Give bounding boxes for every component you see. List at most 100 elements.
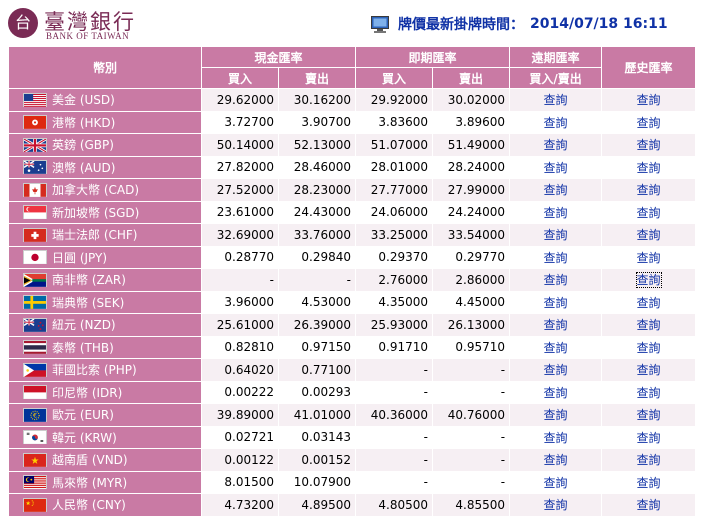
history-query-link[interactable]: 查詢: [636, 93, 661, 108]
table-row: 港幣 (HKD) 3.72700 3.90700 3.83600 3.89600 查詢 查詢: [8, 110, 697, 134]
cash-sell-cell: 10.07900: [277, 470, 357, 494]
currency-name: 南非幣 (ZAR): [52, 273, 126, 288]
cash-sell-cell: 33.76000: [277, 223, 357, 247]
spot-buy-cell: 25.93000: [355, 313, 434, 337]
history-query-cell: 查詢: [601, 425, 697, 449]
spot-sell-cell: 4.85500: [432, 493, 511, 517]
spot-sell-cell: 33.54000: [432, 223, 511, 247]
currency-name: 加拿大幣 (CAD): [52, 183, 140, 198]
forward-query-cell: 查詢: [509, 358, 603, 382]
flag-cn-icon: [23, 497, 47, 512]
forward-query-link[interactable]: 查詢: [543, 498, 568, 513]
forward-query-link[interactable]: 查詢: [543, 340, 568, 355]
history-query-link[interactable]: 查詢: [636, 295, 661, 310]
history-query-link[interactable]: 查詢: [636, 498, 661, 513]
forward-query-cell: 查詢: [509, 448, 603, 472]
cash-sell-cell: 0.00293: [277, 380, 357, 404]
history-query-link[interactable]: 查詢: [636, 385, 661, 400]
cash-buy-cell: 23.61000: [201, 200, 279, 224]
forward-query-link[interactable]: 查詢: [543, 430, 568, 445]
history-query-cell: 查詢: [601, 110, 697, 134]
forward-query-cell: 查詢: [509, 245, 603, 269]
currency-cell: 馬來幣 (MYR): [8, 470, 202, 494]
history-query-link[interactable]: 查詢: [636, 138, 661, 153]
flag-hk-icon: [23, 115, 47, 130]
forward-query-link[interactable]: 查詢: [543, 295, 568, 310]
history-query-link[interactable]: 查詢: [636, 205, 661, 220]
cash-rate-header: 現金匯率: [200, 46, 357, 68]
forward-query-link[interactable]: 查詢: [543, 250, 568, 265]
cash-sell-cell: 0.03143: [277, 425, 357, 449]
currency-cell: 泰幣 (THB): [8, 335, 202, 359]
history-query-link[interactable]: 查詢: [636, 318, 661, 333]
cash-sell-cell: 4.89500: [277, 493, 357, 517]
history-query-cell: 查詢: [601, 268, 697, 292]
table-row: 瑞士法郎 (CHF) 32.69000 33.76000 33.25000 33.540…: [8, 223, 697, 247]
spot-sell-cell: 27.99000: [432, 178, 511, 202]
history-query-cell: 查詢: [601, 335, 697, 359]
spot-buy-cell: 33.25000: [355, 223, 434, 247]
cash-buy-cell: 0.00122: [201, 448, 279, 472]
flag-au-icon: [23, 160, 47, 175]
svg-text:€: €: [33, 411, 37, 419]
bank-logo: 台 臺灣銀行 BANK OF TAIWAN: [8, 6, 158, 42]
forward-query-link[interactable]: 查詢: [543, 408, 568, 423]
monitor-icon: [371, 15, 389, 33]
currency-name: 瑞士法郎 (CHF): [52, 228, 138, 243]
forward-query-link[interactable]: 查詢: [543, 205, 568, 220]
currency-cell: 澳幣 (AUD): [8, 155, 202, 179]
forward-query-link[interactable]: 查詢: [543, 228, 568, 243]
table-row: 馬來幣 (MYR) 8.01500 10.07900- - 查詢 查詢: [8, 470, 697, 494]
currency-name: 印尼幣 (IDR): [52, 385, 123, 400]
forward-query-link[interactable]: 查詢: [543, 138, 568, 153]
update-time-value: 2014/07/18 16:11: [530, 16, 668, 32]
forward-query-cell: 查詢: [509, 200, 603, 224]
spot-buy-cell: 4.80500: [355, 493, 434, 517]
cash-buy-cell: 0.02721: [201, 425, 279, 449]
forward-query-link[interactable]: 查詢: [543, 453, 568, 468]
table-row: 澳幣 (AUD) 27.82000 28.46000 28.01000 28.24000…: [8, 155, 697, 179]
forward-query-link[interactable]: 查詢: [543, 183, 568, 198]
forward-query-cell: 查詢: [509, 178, 603, 202]
table-row: 紐元 (NZD) 25.61000 26.39000 25.93000 26.13000…: [8, 313, 697, 337]
forward-query-link[interactable]: 查詢: [543, 385, 568, 400]
history-query-link[interactable]: 查詢: [636, 453, 661, 468]
currency-cell: 菲國比索 (PHP): [8, 358, 202, 382]
history-query-link[interactable]: 查詢: [636, 475, 661, 490]
history-query-link[interactable]: 查詢: [636, 363, 661, 378]
forward-query-link[interactable]: 查詢: [543, 475, 568, 490]
table-row: 越南盾 (VND) 0.00122 0.00152- - 查詢 查詢: [8, 448, 697, 472]
history-query-link[interactable]: 查詢: [636, 250, 661, 265]
history-query-link[interactable]: 查詢: [635, 272, 662, 289]
forward-query-link[interactable]: 查詢: [543, 115, 568, 130]
history-query-link[interactable]: 查詢: [636, 408, 661, 423]
forward-query-link[interactable]: 查詢: [543, 160, 568, 175]
cash-sell-cell: 52.13000: [277, 133, 357, 157]
forward-query-link[interactable]: 查詢: [543, 318, 568, 333]
table-row: 泰幣 (THB) 0.82810 0.97150 0.91710 0.95710 查詢 查詢: [8, 335, 697, 359]
spot-sell-cell: -: [432, 358, 511, 382]
spot-buy-cell: 28.01000: [355, 155, 434, 179]
forward-query-link[interactable]: 查詢: [543, 93, 568, 108]
history-query-link[interactable]: 查詢: [636, 160, 661, 175]
spot-sell-cell: 3.89600: [432, 110, 511, 134]
spot-rate-header: 即期匯率: [355, 46, 511, 68]
forward-query-cell: 查詢: [509, 223, 603, 247]
history-query-link[interactable]: 查詢: [636, 340, 661, 355]
update-time-label: 牌價最新掛牌時間：: [398, 17, 524, 33]
history-query-link[interactable]: 查詢: [636, 430, 661, 445]
spot-buy-cell: 40.36000: [355, 403, 434, 427]
currency-name: 日圓 (JPY): [52, 250, 108, 265]
history-query-link[interactable]: 查詢: [636, 115, 661, 130]
forward-query-link[interactable]: 查詢: [543, 273, 568, 288]
spot-buy-cell: -: [355, 448, 434, 472]
flag-za-icon: [23, 272, 47, 287]
history-query-link[interactable]: 查詢: [636, 183, 661, 198]
cash-sell-cell: -: [277, 268, 357, 292]
history-query-cell: 查詢: [601, 200, 697, 224]
cash-buy-cell: 29.62000: [201, 88, 279, 112]
forward-query-link[interactable]: 查詢: [543, 363, 568, 378]
update-time-bar: 牌價最新掛牌時間： 2014/07/18 16:11: [371, 14, 668, 34]
spot-sell-cell: 28.24000: [432, 155, 511, 179]
history-query-link[interactable]: 查詢: [636, 228, 661, 243]
